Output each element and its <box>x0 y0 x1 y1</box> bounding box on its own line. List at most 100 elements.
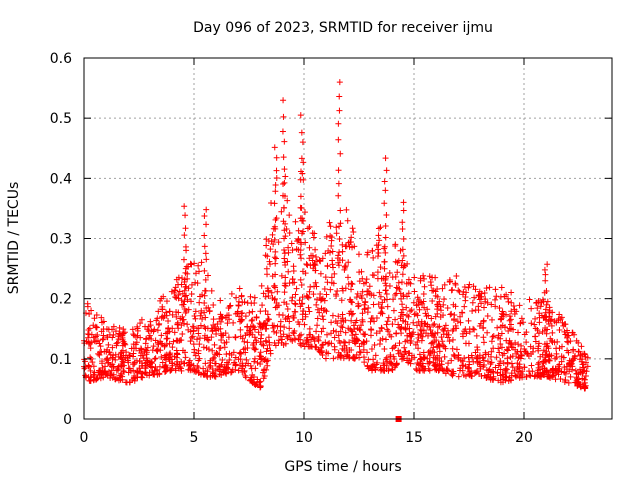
data-point <box>258 331 265 338</box>
data-point <box>248 365 255 372</box>
data-point <box>281 324 288 331</box>
data-point <box>392 316 399 323</box>
data-point <box>177 337 184 344</box>
data-point <box>109 355 116 362</box>
data-point <box>262 307 269 314</box>
data-point <box>419 360 426 367</box>
data-point <box>172 293 179 300</box>
data-point <box>297 204 304 211</box>
data-point <box>319 255 326 262</box>
data-point <box>332 291 339 298</box>
data-point <box>416 351 423 358</box>
data-point <box>478 300 485 307</box>
data-point <box>333 224 340 231</box>
data-point <box>338 323 345 330</box>
data-point <box>353 338 360 345</box>
data-point <box>451 353 458 360</box>
data-point <box>410 299 417 306</box>
data-point <box>208 287 215 294</box>
data-point <box>420 349 427 356</box>
data-point <box>207 362 214 369</box>
data-point <box>180 301 187 308</box>
data-point <box>232 310 239 317</box>
data-point <box>213 350 220 357</box>
data-point <box>296 332 303 339</box>
data-point <box>404 337 411 344</box>
data-point <box>242 313 249 320</box>
data-point <box>250 324 257 331</box>
data-point <box>453 273 460 280</box>
data-point <box>96 351 103 358</box>
data-point <box>389 274 396 281</box>
data-point <box>385 328 392 335</box>
data-point <box>376 289 383 296</box>
data-point <box>370 301 377 308</box>
data-point <box>387 353 394 360</box>
data-point <box>261 356 268 363</box>
data-point <box>109 334 116 341</box>
data-point <box>445 360 452 367</box>
data-point <box>404 293 411 300</box>
data-point <box>353 294 360 301</box>
data-point <box>180 256 187 263</box>
data-point <box>353 317 360 324</box>
data-point <box>582 359 589 366</box>
data-point <box>132 341 139 348</box>
data-point <box>306 343 313 350</box>
data-point <box>296 297 303 304</box>
data-point <box>93 324 100 331</box>
data-point <box>520 319 527 326</box>
data-point <box>400 355 407 362</box>
data-point <box>265 334 272 341</box>
data-point <box>173 313 180 320</box>
data-point <box>298 331 305 338</box>
data-point <box>459 333 466 340</box>
data-point <box>358 295 365 302</box>
data-point <box>421 283 428 290</box>
data-point <box>448 357 455 364</box>
data-point <box>310 335 317 342</box>
data-point <box>120 326 127 333</box>
data-point <box>292 291 299 298</box>
data-point <box>158 332 165 339</box>
data-point <box>480 339 487 346</box>
y-tick-label: 0.1 <box>50 352 72 368</box>
data-point <box>87 354 94 361</box>
data-point <box>582 382 589 389</box>
data-point <box>212 367 219 374</box>
data-point <box>328 234 335 241</box>
data-point <box>276 311 283 318</box>
data-point <box>226 303 233 310</box>
data-point <box>99 370 106 377</box>
data-point <box>100 332 107 339</box>
data-point <box>405 290 412 297</box>
data-point <box>412 341 419 348</box>
data-point <box>336 337 343 344</box>
x-tick-label: 0 <box>80 430 89 446</box>
data-point <box>432 363 439 370</box>
data-point <box>448 310 455 317</box>
data-point <box>323 308 330 315</box>
data-point <box>495 332 502 339</box>
data-point <box>404 260 411 267</box>
data-point <box>496 305 503 312</box>
data-point <box>350 322 357 329</box>
y-axis-label: SRMTID / TECUs <box>6 182 22 295</box>
data-point <box>438 334 445 341</box>
data-point <box>181 287 188 294</box>
data-point <box>85 362 92 369</box>
data-point <box>515 329 522 336</box>
data-point <box>524 350 531 357</box>
data-point <box>359 288 366 295</box>
data-point <box>146 369 153 376</box>
data-point <box>419 333 426 340</box>
data-point <box>176 288 183 295</box>
data-point <box>272 271 279 278</box>
data-point <box>374 275 381 282</box>
data-point <box>169 356 176 363</box>
data-point <box>210 316 217 323</box>
data-point <box>274 323 281 330</box>
data-point <box>248 317 255 324</box>
data-point <box>508 372 515 379</box>
data-point <box>132 374 139 381</box>
